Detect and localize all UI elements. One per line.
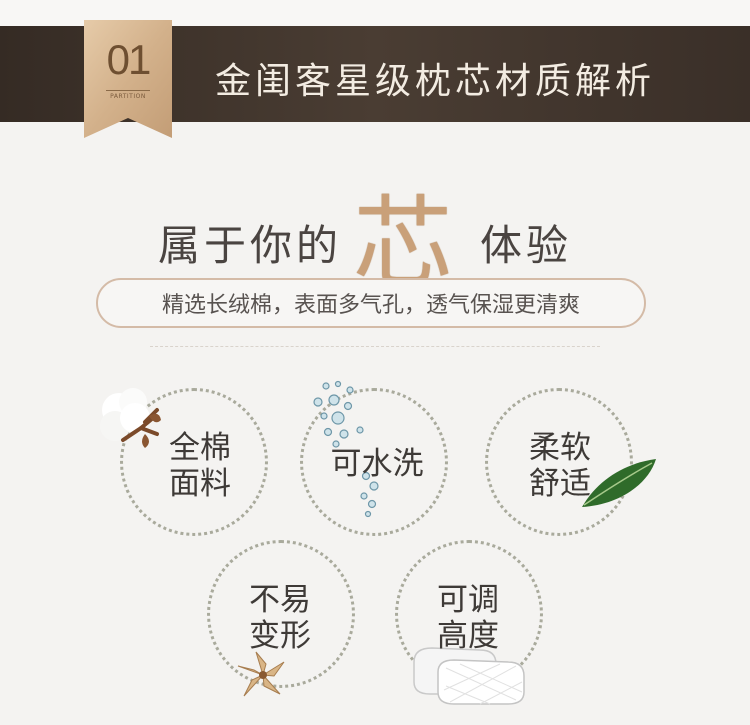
water-drops-icon [313, 380, 379, 518]
feature-circle-shape [207, 540, 355, 688]
badge-ribbon-shape [84, 20, 172, 138]
badge-subtitle: PARTITION [110, 93, 146, 100]
leaf-icon [582, 459, 656, 507]
page-title: 金闺客星级枕芯材质解析 [215, 61, 656, 102]
headline-left: 属于你的 [158, 221, 343, 270]
flower-icon [237, 651, 285, 697]
cotton-icon [100, 388, 161, 448]
feature-label-line1: 不易 [249, 582, 311, 618]
feature-label: 可水洗 [322, 446, 432, 482]
feature-circle-cotton [120, 388, 268, 536]
feature-circle-soft [485, 388, 633, 536]
feature-label: 可调 高度 [428, 582, 508, 654]
feature-label-line2: 变形 [249, 618, 311, 654]
feature-label-line1: 可调 [437, 582, 499, 618]
pillow-icon [413, 647, 525, 705]
subtitle-text: 精选长绒棉，表面多气孔，透气保湿更清爽 [161, 293, 580, 318]
feature-label-line1: 可水洗 [330, 446, 424, 482]
feature-label-line1: 柔软 [529, 430, 591, 466]
partition-badge: 01 PARTITION [84, 20, 172, 138]
feature-label: 全棉 面料 [160, 430, 240, 502]
headline-right: 体验 [480, 221, 573, 270]
feature-label-line2: 面料 [169, 466, 231, 502]
subtitle-pill: 精选长绒棉，表面多气孔，透气保湿更清爽 [96, 278, 646, 328]
feature-circle-washable [300, 388, 448, 536]
feature-label: 柔软 舒适 [520, 430, 600, 502]
badge-divider [106, 90, 150, 91]
dashed-divider [150, 346, 600, 347]
badge-number: 01 [106, 36, 152, 83]
feature-label-line2: 高度 [437, 618, 499, 654]
feature-label-line1: 全棉 [169, 430, 231, 466]
feature-label-line2: 舒适 [529, 466, 591, 502]
feature-label: 不易 变形 [240, 582, 320, 654]
